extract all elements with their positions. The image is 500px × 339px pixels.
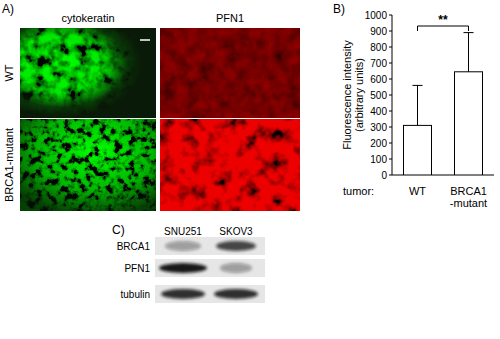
panel-label: A): [2, 2, 14, 16]
y-tick-label: 600: [370, 74, 387, 85]
blot-strip: [155, 259, 265, 277]
annotation: **: [438, 13, 448, 27]
micrograph-bg: [160, 28, 300, 118]
y-tick-label: 1000: [365, 10, 388, 21]
blot-band: [216, 241, 256, 251]
micrograph: [160, 119, 300, 211]
micrograph: [160, 28, 300, 118]
blot-band: [165, 241, 201, 251]
y-tick: [389, 95, 392, 96]
figure-svg: A)cytokeratinPFN1WTBRCA1-mutantB)Fluores…: [0, 0, 500, 339]
x-tick-label: WT: [409, 185, 426, 197]
panel-label: C): [112, 223, 125, 237]
y-tick-label: 500: [370, 90, 387, 101]
micrograph-texture: [20, 28, 156, 118]
row-label: tubulin: [121, 289, 150, 300]
micrograph-bg: [160, 119, 300, 211]
micrograph-texture: [160, 119, 300, 211]
row-label: BRCA1-mutant: [3, 128, 15, 202]
error-cap: [464, 32, 474, 33]
y-tick: [389, 159, 392, 160]
blot-strip: [155, 237, 265, 255]
bars: [404, 33, 483, 175]
y-tick: [389, 63, 392, 64]
axis-title: Fluorescence intensity(arbitrary units): [341, 40, 365, 150]
micrograph: [20, 119, 156, 211]
error-cap: [413, 85, 423, 86]
micrograph-bg: [20, 119, 156, 211]
blot-band: [214, 289, 258, 299]
error-bar: [464, 33, 474, 72]
y-tick: [389, 15, 392, 16]
micrograph-texture: [160, 28, 300, 118]
panel-label: B): [333, 2, 345, 16]
row-label: BRCA1: [117, 241, 151, 252]
panel-b: B) Fluorescence intensity(arbitrary units…: [333, 2, 494, 209]
error-line: [417, 85, 418, 125]
y-tick: [389, 143, 392, 144]
blot-strip: [155, 285, 265, 303]
row-label: PFN1: [124, 263, 150, 274]
blot-band: [161, 289, 205, 299]
micrograph: [20, 28, 156, 118]
blot-band: [220, 263, 252, 273]
bar: [404, 125, 432, 175]
y-tick-label: 700: [370, 58, 387, 69]
error-bar: [413, 85, 423, 125]
bar: [455, 72, 483, 175]
y-tick: [389, 127, 392, 128]
scale-bar: [140, 39, 150, 41]
x-tick-label: BRCA1-mutant: [450, 185, 487, 209]
y-tick: [389, 47, 392, 48]
y-tick-label: 200: [370, 138, 387, 149]
lane-label: SKOV3: [219, 226, 253, 237]
panel-a: A) cytokeratin PFN1 WT BRCA1-mutant: [2, 2, 300, 211]
panel-c: C) SNU251 SKOV3 BRCA1 PFN1 tubulin: [112, 223, 265, 303]
y-tick-label: 100: [370, 154, 387, 165]
column-label: PFN1: [216, 12, 244, 24]
y-tick: [389, 79, 392, 80]
axis-title: tumor:: [343, 185, 374, 197]
axis-title-line: Fluorescence intensity: [341, 40, 353, 150]
label-line: -mutant: [450, 197, 487, 209]
y-tick-label: 800: [370, 42, 387, 53]
figure: A)cytokeratinPFN1WTBRCA1-mutantB)Fluores…: [0, 0, 500, 339]
error-line: [468, 33, 469, 72]
y-tick: [389, 31, 392, 32]
micrograph-texture: [20, 119, 156, 211]
micrograph-bg: [20, 28, 156, 118]
y-tick-label: 400: [370, 106, 387, 117]
lane-label: SNU251: [164, 226, 202, 237]
axis-title-line: (arbitrary units): [353, 58, 365, 132]
y-tick: [389, 111, 392, 112]
blot-band: [159, 263, 207, 273]
y-tick-label: 900: [370, 26, 387, 37]
column-label: cytokeratin: [61, 12, 114, 24]
y-tick-label: 300: [370, 122, 387, 133]
y-tick-label: 0: [381, 170, 387, 181]
label-line: BRCA1: [450, 185, 487, 197]
row-label: WT: [3, 64, 15, 81]
y-tick: [389, 175, 392, 176]
